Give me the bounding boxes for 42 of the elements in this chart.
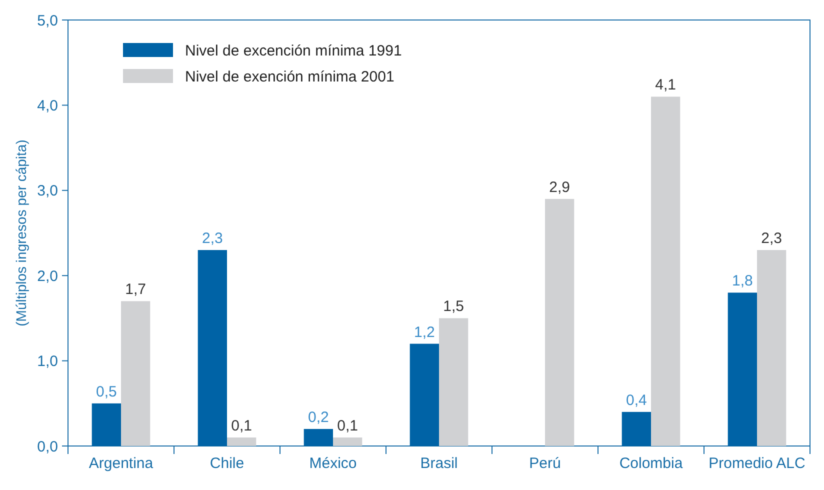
x-tick-label: Brasil [420, 455, 458, 472]
bar [728, 292, 757, 446]
x-tick-label: Chile [210, 455, 244, 472]
bar [439, 318, 468, 446]
y-tick-label: 5,0 [37, 12, 58, 30]
bar [198, 250, 227, 446]
bar [227, 437, 256, 446]
legend-label: Nivel de excención mínima 1991 [185, 42, 402, 60]
bar [333, 437, 362, 446]
x-tick-label: Perú [529, 455, 561, 472]
data-label: 2,3 [202, 230, 223, 248]
data-label: 1,8 [732, 272, 753, 290]
bar [92, 403, 121, 446]
x-tick-label: México [309, 455, 357, 472]
data-label: 1,7 [125, 281, 146, 298]
x-tick-label: Argentina [88, 455, 154, 472]
x-tick-label: Promedio ALC [708, 455, 806, 472]
y-axis-title: (Múltiplos ingresos per cápita) [13, 140, 29, 326]
bar [651, 96, 680, 446]
data-label: 0,4 [626, 392, 647, 409]
legend-label: Nivel de exención mínima 2001 [185, 68, 394, 86]
data-label: 2,3 [761, 230, 782, 248]
data-label: 1,2 [414, 324, 435, 341]
data-label: 0,5 [96, 383, 117, 400]
data-label: 0,2 [308, 408, 329, 426]
bar [757, 250, 786, 446]
bar [304, 428, 333, 446]
y-tick-label: 2,0 [37, 268, 58, 285]
bar [410, 344, 439, 446]
data-label: 1,5 [443, 298, 464, 316]
data-label: 0,1 [337, 417, 358, 434]
y-tick-label: 0,0 [37, 438, 58, 456]
y-tick-label: 4,0 [37, 97, 58, 114]
data-label: 0,1 [231, 417, 252, 434]
y-tick-label: 3,0 [37, 182, 58, 200]
data-label: 4,1 [655, 76, 676, 94]
bar [121, 301, 150, 446]
data-label: 2,9 [549, 178, 570, 196]
bar [622, 412, 651, 446]
bar [545, 198, 574, 446]
x-tick-label: Colombia [619, 455, 684, 472]
y-tick-label: 1,0 [37, 353, 58, 370]
